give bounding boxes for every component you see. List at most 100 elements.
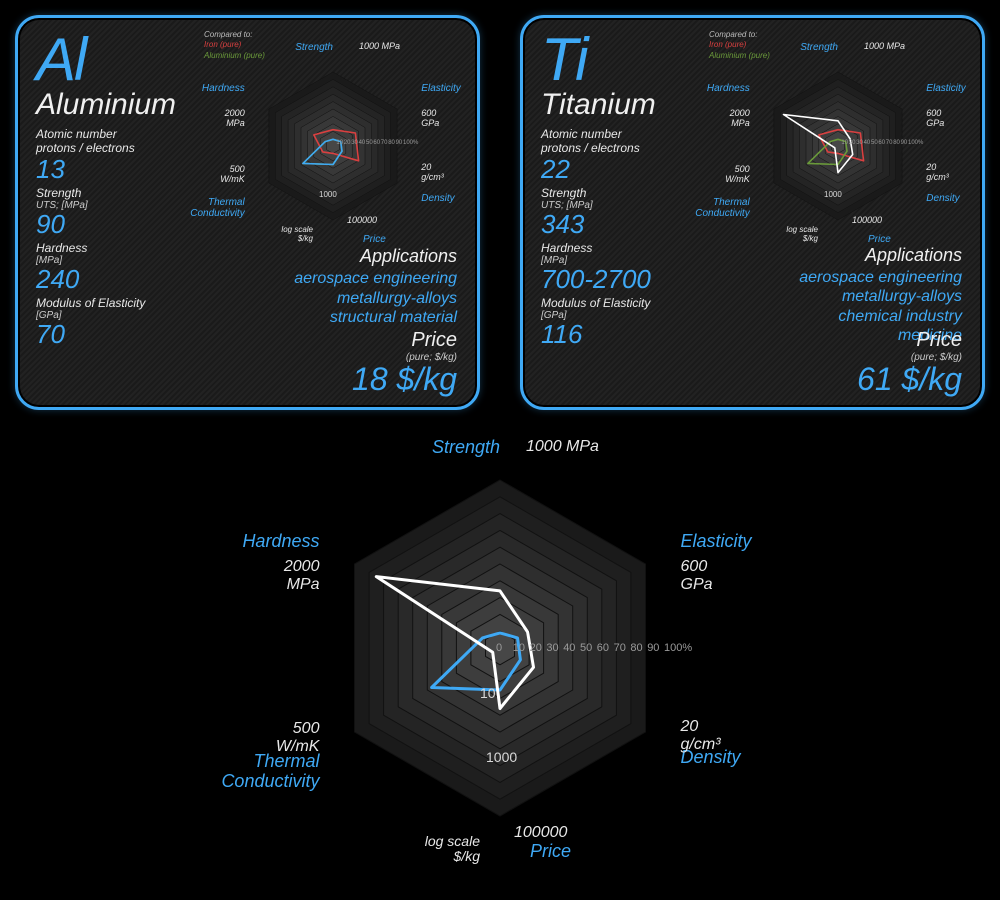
radar-tick: 20 (530, 642, 542, 654)
radar-tick: 10 (513, 642, 525, 654)
radar-axis-max: 20g/cm³ (421, 163, 480, 183)
radar-axis-max: 100000 (852, 216, 952, 226)
price-title: Price (352, 329, 457, 352)
radar-tick: 70 (381, 140, 388, 146)
property-label: Modulus of Elasticity (36, 297, 226, 311)
titanium-radar-chart: Strength1000 MPaElasticity600GPaDensity2… (708, 32, 968, 252)
radar-tick: 50 (871, 140, 878, 146)
radar-axis-name: Strength (213, 42, 333, 53)
radar-price-tick: 1000 (824, 190, 842, 199)
radar-axis-name: Density (421, 193, 480, 204)
applications-title: Applications (712, 245, 962, 266)
aluminium-symbol: Al (36, 30, 226, 90)
radar-tick: 80 (388, 140, 395, 146)
aluminium-price: Price (pure; $/kg) 18 $/kg (352, 329, 457, 395)
applications-list: aerospace engineeringmetallurgy-alloysst… (207, 269, 457, 327)
radar-axis-max: 100000 (347, 216, 447, 226)
radar-axis-max: 100000 (514, 824, 614, 842)
radar-axis-sub: log scale$/kg (380, 834, 480, 865)
radar-axis-max: 600GPa (926, 109, 985, 129)
radar-axis-name: Hardness (125, 83, 245, 94)
radar-tick: 30 (351, 140, 358, 146)
radar-tick: 70 (886, 140, 893, 146)
radar-tick: 80 (630, 642, 642, 654)
radar-price-tick: 1000 (486, 749, 517, 765)
radar-axis-max: 600GPa (681, 558, 781, 593)
price-value: 61 $/kg (857, 363, 962, 395)
radar-axis-name: Elasticity (681, 532, 801, 552)
titanium-properties: Atomic numberprotons / electrons22Streng… (541, 128, 731, 348)
radar-axis-name: Strength (380, 438, 500, 458)
radar-axis-max: 1000 MPa (359, 42, 459, 52)
radar-tick: 100% (908, 140, 923, 146)
radar-tick: 50 (366, 140, 373, 146)
radar-axis-name: Elasticity (421, 83, 480, 94)
comparison-radar-chart: Strength1000 MPaElasticity600GPaDensity2… (210, 420, 790, 890)
radar-axis-name: ThermalConductivity (630, 197, 750, 219)
radar-tick: 60 (878, 140, 885, 146)
radar-tick: 100% (664, 642, 692, 654)
radar-axis-name: ThermalConductivity (199, 752, 319, 792)
radar-tick: 80 (893, 140, 900, 146)
radar-axis-max: 1000 MPa (526, 438, 626, 456)
radar-tick: 10 (336, 140, 343, 146)
radar-tick: 40 (864, 140, 871, 146)
property-block: Hardness[MPa]700-2700 (541, 242, 731, 293)
titanium-price: Price (pure; $/kg) 61 $/kg (857, 329, 962, 395)
radar-axis-max: 20g/cm³ (681, 718, 781, 753)
price-value: 18 $/kg (352, 363, 457, 395)
radar-tick: 40 (359, 140, 366, 146)
radar-tick: 70 (614, 642, 626, 654)
aluminium-properties: Atomic numberprotons / electrons13Streng… (36, 128, 226, 348)
property-block: Modulus of Elasticity[GPa]116 (541, 297, 731, 348)
radar-axis-name: Hardness (199, 532, 319, 552)
property-value: 116 (541, 321, 731, 348)
aluminium-left-column: Al Aluminium Atomic numberprotons / elec… (36, 30, 226, 352)
aluminium-applications: Applications aerospace engineeringmetall… (207, 246, 457, 327)
radar-tick: 90 (396, 140, 403, 146)
applications-title: Applications (207, 246, 457, 267)
titanium-left-column: Ti Titanium Atomic numberprotons / elect… (541, 30, 731, 352)
property-label: Hardness (541, 242, 731, 256)
property-block: Hardness[MPa]240 (36, 242, 226, 293)
radar-axis-name: Price (363, 234, 480, 245)
radar-axis-name: Elasticity (926, 83, 985, 94)
radar-tick: 20 (849, 140, 856, 146)
radar-tick: 100% (403, 140, 418, 146)
radar-axis-max: 600GPa (421, 109, 480, 129)
radar-axis-max: 2000MPa (145, 109, 245, 129)
radar-inner-tick: 10 (480, 685, 496, 701)
property-value: 70 (36, 321, 226, 348)
aluminium-radar-chart: Strength1000 MPaElasticity600GPaDensity2… (203, 32, 463, 252)
property-block: Modulus of Elasticity[GPa]70 (36, 297, 226, 348)
radar-axis-max: 500W/mK (650, 165, 750, 185)
radar-axis-sub: log scale$/kg (718, 226, 818, 244)
property-value: 700-2700 (541, 266, 731, 293)
radar-tick: 40 (563, 642, 575, 654)
radar-axis-max: 500W/mK (219, 720, 319, 755)
price-title: Price (857, 329, 962, 352)
radar-tick: 60 (597, 642, 609, 654)
property-label: Modulus of Elasticity (541, 297, 731, 311)
radar-axis-max: 2000MPa (219, 558, 319, 593)
radar-axis-max: 2000MPa (650, 109, 750, 129)
radar-axis-name: Strength (718, 42, 838, 53)
titanium-symbol: Ti (541, 30, 731, 90)
radar-tick: 90 (901, 140, 908, 146)
radar-tick: 90 (647, 642, 659, 654)
radar-axis-max: 500W/mK (145, 165, 245, 185)
radar-price-tick: 1000 (319, 190, 337, 199)
radar-axis-name: Density (926, 193, 985, 204)
property-label: Atomic numberprotons / electrons (541, 128, 731, 156)
radar-axis-name: ThermalConductivity (125, 197, 245, 219)
radar-axis-sub: log scale$/kg (213, 226, 313, 244)
radar-tick: 30 (856, 140, 863, 146)
radar-axis-max: 1000 MPa (864, 42, 964, 52)
radar-axis-name: Price (868, 234, 985, 245)
radar-tick: 60 (373, 140, 380, 146)
radar-svg (210, 420, 790, 890)
radar-axis-name: Hardness (630, 83, 750, 94)
property-label: Atomic numberprotons / electrons (36, 128, 226, 156)
radar-tick: 50 (580, 642, 592, 654)
radar-tick: 10 (841, 140, 848, 146)
